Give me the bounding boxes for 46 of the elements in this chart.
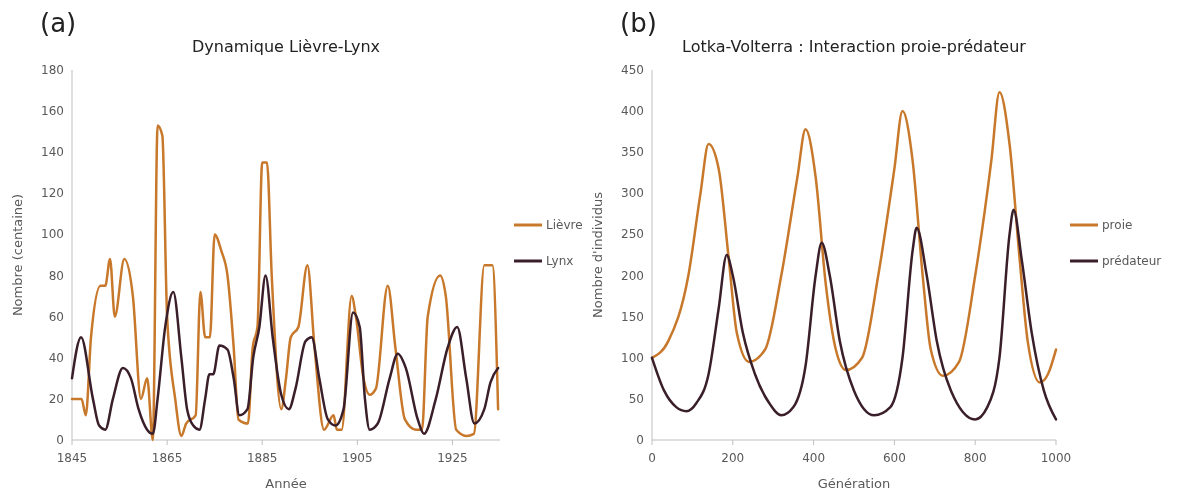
y-tick-label: 20 [48,391,64,406]
legend-label: Lynx [546,254,574,268]
x-tick-label: 200 [721,451,745,465]
y-tick-label: 120 [41,186,64,201]
chart-title: Dynamique Lièvre-Lynx [191,37,381,56]
x-tick-label: 1845 [56,451,88,465]
text: (b) [620,8,657,38]
y-tick-label: 0 [56,433,64,447]
y-tick-label: 450 [621,63,644,77]
x-tick-label: 1885 [246,451,278,465]
y-tick-label: 80 [48,268,64,283]
y-tick-label: 200 [621,268,644,283]
x-tick-label: 0 [648,451,656,465]
y-tick-label: 100 [41,227,64,242]
x-tick-label: 1925 [437,451,468,465]
y-tick-label: 100 [621,350,644,365]
legend-label: Lièvre [546,218,583,232]
y-tick-label: 60 [48,309,64,324]
line-series [650,208,1058,421]
legend-label: prédateur [1102,254,1162,268]
x-axis-title: Génération [817,476,891,491]
y-tick-label: 50 [628,391,644,406]
y-tick-label: 40 [48,350,64,365]
y-tick-label: 140 [41,145,64,160]
y-tick-label: 0 [636,433,644,447]
y-tick-label: 150 [621,309,644,324]
y-tick-label: 250 [621,227,644,242]
x-tick-label: 1865 [151,451,183,465]
y-tick-label: 180 [41,63,64,77]
y-tick-label: 300 [621,186,644,201]
line-series [70,274,500,436]
text: (a) [40,8,77,38]
chart-title: Lotka-Volterra : Interaction proie-prédateur [682,37,1027,56]
y-axis-title: Nombre (centaine) [10,193,25,317]
y-tick-label: 350 [621,145,644,160]
y-axis-title: Nombre d'individus [590,191,605,318]
y-tick-label: 400 [621,104,644,119]
y-tick-label: 160 [41,104,64,119]
legend-label: proie [1102,218,1133,232]
line-series [650,90,1058,384]
x-axis-title: Année [265,476,307,491]
x-tick-label: 1905 [342,451,373,465]
x-tick-label: 600 [882,451,906,465]
x-tick-label: 1000 [1040,451,1072,465]
x-tick-label: 800 [963,451,987,465]
x-tick-label: 400 [802,451,826,465]
